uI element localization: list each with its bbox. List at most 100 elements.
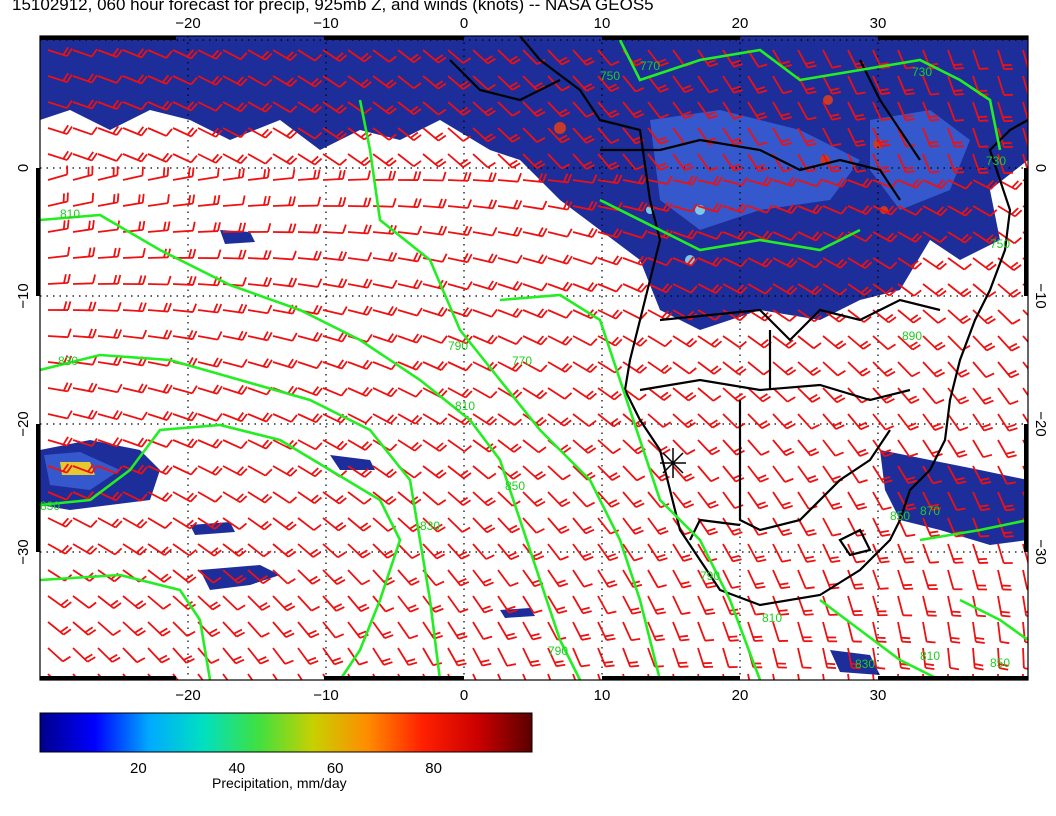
wind-barb [197, 127, 223, 138]
wind-barb [772, 127, 793, 147]
wind-barb [347, 413, 373, 424]
wind-barb [672, 465, 695, 482]
wind-barb [422, 360, 448, 371]
wind-barb [897, 178, 923, 189]
wind-barb [897, 361, 921, 378]
wind-barb [347, 359, 373, 370]
wind-barb [72, 99, 98, 110]
wind-barb [247, 465, 273, 477]
wind-barb [622, 201, 648, 212]
wind-barb [997, 413, 1018, 432]
wind-barb [997, 335, 1020, 352]
wind-barb [347, 305, 373, 316]
wind-barb [722, 203, 748, 214]
contour-label: 770 [640, 59, 660, 73]
wind-barb [772, 621, 788, 642]
wind-barb [922, 413, 944, 431]
wind-barb [172, 75, 198, 86]
wind-barb [547, 228, 573, 238]
wind-barb [247, 621, 270, 638]
wind-barb [522, 75, 546, 91]
wind-barb [272, 517, 297, 531]
wind-barb [1022, 413, 1028, 424]
contour-label: 830 [855, 657, 875, 671]
wind-barb [397, 153, 422, 168]
wind-barb [197, 491, 223, 503]
wind-barb [222, 222, 247, 233]
wind-barb [47, 382, 73, 393]
wind-barb [147, 410, 173, 421]
wind-barb [522, 465, 547, 481]
wind-barb [222, 543, 247, 557]
wind-barb [172, 569, 197, 584]
wind-barb [797, 673, 800, 680]
wind-barb [447, 491, 472, 506]
wind-barb [697, 175, 723, 186]
wind-barb [422, 49, 447, 64]
wind-barb [122, 248, 146, 259]
wind-barb [47, 543, 73, 555]
wind-barb [972, 517, 990, 538]
contour-label: 790 [548, 644, 568, 658]
wind-barb [872, 127, 891, 148]
wind-barb [622, 491, 645, 509]
wind-barb [547, 543, 569, 561]
longitude-tick-label: 10 [594, 15, 611, 32]
wind-barb [672, 229, 698, 240]
contour-label: 830 [58, 354, 78, 368]
wind-barb [672, 203, 698, 213]
wind-barb [422, 171, 447, 182]
wind-barb [922, 127, 940, 148]
wind-barb [447, 127, 472, 142]
wind-barb [897, 49, 915, 70]
wind-barb [947, 413, 969, 432]
wind-barb [447, 101, 472, 116]
wind-barb [922, 179, 948, 190]
wind-barb [797, 439, 820, 457]
wind-barb [697, 101, 719, 120]
wind-barb [572, 569, 593, 588]
wind-barb [997, 517, 1014, 538]
contour-label: 750 [990, 237, 1010, 251]
wind-barb [72, 220, 95, 233]
wind-barb [822, 49, 842, 69]
wind-barb [122, 491, 148, 502]
wind-barb [697, 621, 715, 642]
wind-barb [172, 465, 198, 476]
wind-barb [422, 225, 448, 236]
wind-barb [272, 101, 298, 113]
wind-barb [922, 257, 947, 270]
wind-barb [47, 246, 71, 259]
wind-barb [472, 465, 497, 480]
wind-barb [797, 361, 822, 376]
wind-barb [197, 75, 223, 86]
wind-barb [397, 279, 423, 290]
wind-barb [772, 413, 796, 430]
wind-barb [947, 231, 973, 244]
wind-barb [172, 127, 198, 138]
wind-barb [997, 621, 1010, 645]
wind-barb [997, 491, 1015, 512]
wind-barb [372, 621, 394, 640]
wind-barb [222, 439, 248, 450]
wind-barb [472, 647, 492, 667]
wind-barb [972, 153, 989, 174]
wind-barb [522, 439, 547, 454]
colorbar [39, 712, 533, 753]
wind-barb [97, 621, 122, 636]
wind-barb [722, 309, 748, 322]
wind-barb [747, 543, 767, 563]
wind-barb [397, 387, 423, 398]
wind-barb [472, 413, 498, 426]
wind-barb [247, 673, 254, 680]
wind-barb [647, 517, 669, 535]
wind-barb [422, 306, 448, 317]
colorbar-label: Precipitation, mm/day [212, 775, 347, 791]
wind-barb [372, 465, 397, 479]
wind-barb [497, 335, 523, 346]
wind-barb [172, 517, 198, 530]
wind-barb [522, 335, 548, 346]
wind-barb [897, 335, 921, 351]
wind-barb [872, 49, 891, 70]
wind-barb [297, 517, 322, 531]
